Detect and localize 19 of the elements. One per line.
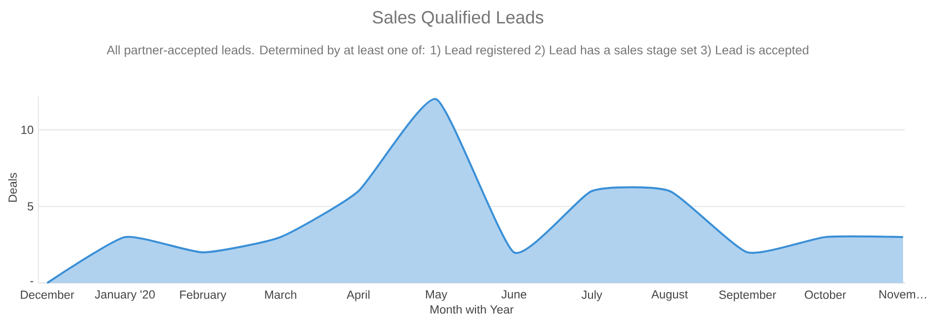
y-tick-label: -	[30, 281, 34, 282]
x-tick-label: June	[501, 290, 526, 298]
x-tick-label: December	[20, 290, 74, 299]
y-tick-label: 5	[28, 202, 34, 210]
y-tick-label: 10	[21, 126, 34, 134]
x-axis-title: Month with Year	[430, 304, 514, 314]
x-tick-label: January '20	[94, 290, 155, 301]
x-tick-label: September	[719, 290, 776, 302]
x-tick-label: March	[265, 290, 296, 299]
x-tick-label: April	[346, 290, 370, 302]
chart-subtitle: All partner-accepted leads. Determined by at least one of: 1) Lead registered 2) Lead has a sales stage set 3) Lead is accepted	[106, 45, 808, 57]
x-tick-label: May	[426, 290, 448, 301]
chart-title: Sales Qualified Leads	[372, 10, 544, 27]
x-tick-label: October	[804, 290, 846, 299]
y-axis-title: Deals	[8, 172, 17, 202]
x-tick-label: February	[180, 290, 226, 302]
x-tick-label: July	[582, 290, 602, 302]
x-tick-label: Novem…	[879, 290, 926, 298]
x-tick-label: August	[651, 290, 688, 301]
